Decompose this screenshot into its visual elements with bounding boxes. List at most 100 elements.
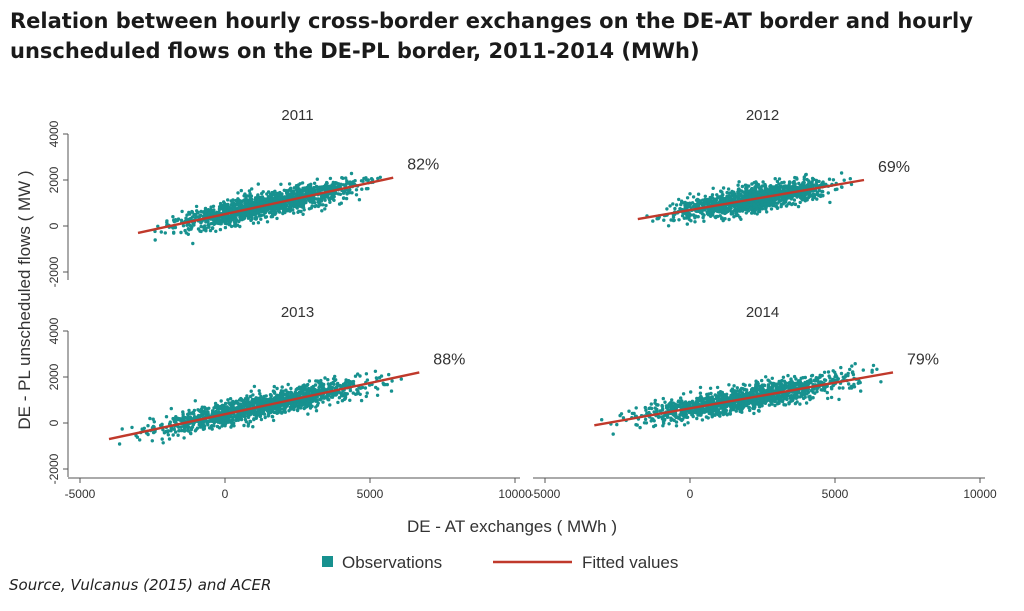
observation-point bbox=[743, 183, 748, 187]
observation-point bbox=[316, 200, 320, 204]
observation-point bbox=[231, 198, 235, 202]
observation-point bbox=[875, 367, 879, 371]
observation-point bbox=[191, 241, 195, 246]
observation-point bbox=[319, 378, 323, 383]
observation-point bbox=[201, 214, 205, 219]
observation-point bbox=[214, 403, 218, 408]
observation-point bbox=[337, 396, 342, 400]
observation-point bbox=[764, 199, 769, 203]
observation-point bbox=[801, 192, 805, 196]
observation-point bbox=[842, 178, 846, 182]
observation-point bbox=[829, 395, 834, 400]
observation-point bbox=[746, 189, 751, 193]
observation-point bbox=[196, 227, 201, 231]
observation-point bbox=[696, 192, 701, 196]
observation-point bbox=[237, 398, 242, 402]
observation-point bbox=[215, 418, 219, 423]
observation-point bbox=[172, 419, 177, 424]
observation-point bbox=[327, 385, 331, 390]
observation-point bbox=[826, 396, 830, 401]
observation-point bbox=[755, 207, 759, 211]
observation-point bbox=[117, 442, 122, 446]
observation-point bbox=[851, 372, 856, 377]
observation-point bbox=[323, 198, 327, 202]
observation-point bbox=[765, 210, 769, 214]
observation-point bbox=[281, 389, 285, 393]
observation-point bbox=[187, 228, 191, 232]
observation-point bbox=[767, 203, 772, 208]
observation-point bbox=[258, 209, 262, 214]
observation-point bbox=[225, 417, 229, 421]
observation-point bbox=[627, 409, 631, 413]
observation-point bbox=[302, 383, 306, 387]
observation-point bbox=[714, 215, 718, 220]
observation-point bbox=[720, 216, 724, 220]
y-tick-label: 0 bbox=[47, 222, 61, 229]
observation-point bbox=[281, 392, 286, 396]
observation-point bbox=[236, 191, 240, 195]
observation-point bbox=[792, 193, 796, 197]
observation-point bbox=[260, 191, 264, 196]
observation-point bbox=[274, 410, 278, 415]
observation-point bbox=[214, 229, 218, 233]
observation-point bbox=[737, 204, 741, 209]
observation-point bbox=[207, 419, 211, 424]
observation-point bbox=[248, 200, 252, 204]
observation-point bbox=[198, 422, 202, 426]
observation-point bbox=[219, 203, 223, 208]
observation-point bbox=[679, 396, 683, 400]
observation-point bbox=[879, 380, 883, 384]
observation-point bbox=[853, 362, 857, 366]
correlation-label: 88% bbox=[433, 351, 465, 368]
observation-point bbox=[774, 185, 778, 190]
observation-point bbox=[667, 422, 671, 426]
observation-point bbox=[156, 224, 160, 228]
observation-point bbox=[354, 193, 359, 197]
observation-point bbox=[801, 182, 805, 186]
observation-point bbox=[769, 207, 774, 211]
observation-point bbox=[165, 219, 169, 223]
observation-point bbox=[241, 404, 246, 408]
observation-point bbox=[792, 198, 797, 202]
observation-point bbox=[802, 175, 806, 179]
correlation-label: 69% bbox=[878, 159, 910, 176]
observation-point bbox=[779, 198, 783, 203]
observation-point bbox=[300, 201, 305, 205]
observation-point bbox=[259, 201, 264, 205]
observation-point bbox=[382, 382, 386, 387]
observation-point bbox=[792, 186, 796, 190]
observation-point bbox=[290, 403, 294, 407]
observation-point bbox=[312, 181, 317, 185]
observation-point bbox=[346, 379, 351, 383]
observation-point bbox=[138, 438, 142, 442]
observation-point bbox=[348, 398, 352, 402]
observation-point bbox=[719, 206, 723, 211]
observation-point bbox=[693, 220, 697, 224]
observation-point bbox=[326, 378, 330, 382]
observation-point bbox=[351, 391, 355, 395]
observation-point bbox=[672, 218, 676, 222]
observation-point bbox=[720, 197, 724, 201]
observation-point bbox=[839, 185, 844, 189]
observation-point bbox=[800, 186, 804, 190]
observation-point bbox=[178, 417, 182, 421]
observation-point bbox=[231, 213, 235, 217]
observation-point bbox=[245, 394, 249, 398]
observation-point bbox=[264, 201, 269, 205]
observation-point bbox=[298, 182, 302, 186]
observation-point bbox=[248, 192, 252, 196]
observation-point bbox=[181, 412, 185, 416]
observation-point bbox=[708, 209, 712, 214]
observation-point bbox=[353, 374, 358, 378]
observation-point bbox=[270, 414, 274, 419]
observation-point bbox=[180, 209, 184, 214]
observation-point bbox=[219, 399, 223, 403]
observation-point bbox=[200, 411, 205, 415]
observation-point bbox=[687, 211, 691, 215]
observation-point bbox=[229, 219, 233, 223]
observation-point bbox=[757, 209, 762, 214]
observation-point bbox=[313, 201, 317, 205]
observation-point bbox=[317, 385, 321, 390]
observation-point bbox=[786, 373, 790, 378]
observation-point bbox=[318, 397, 322, 402]
